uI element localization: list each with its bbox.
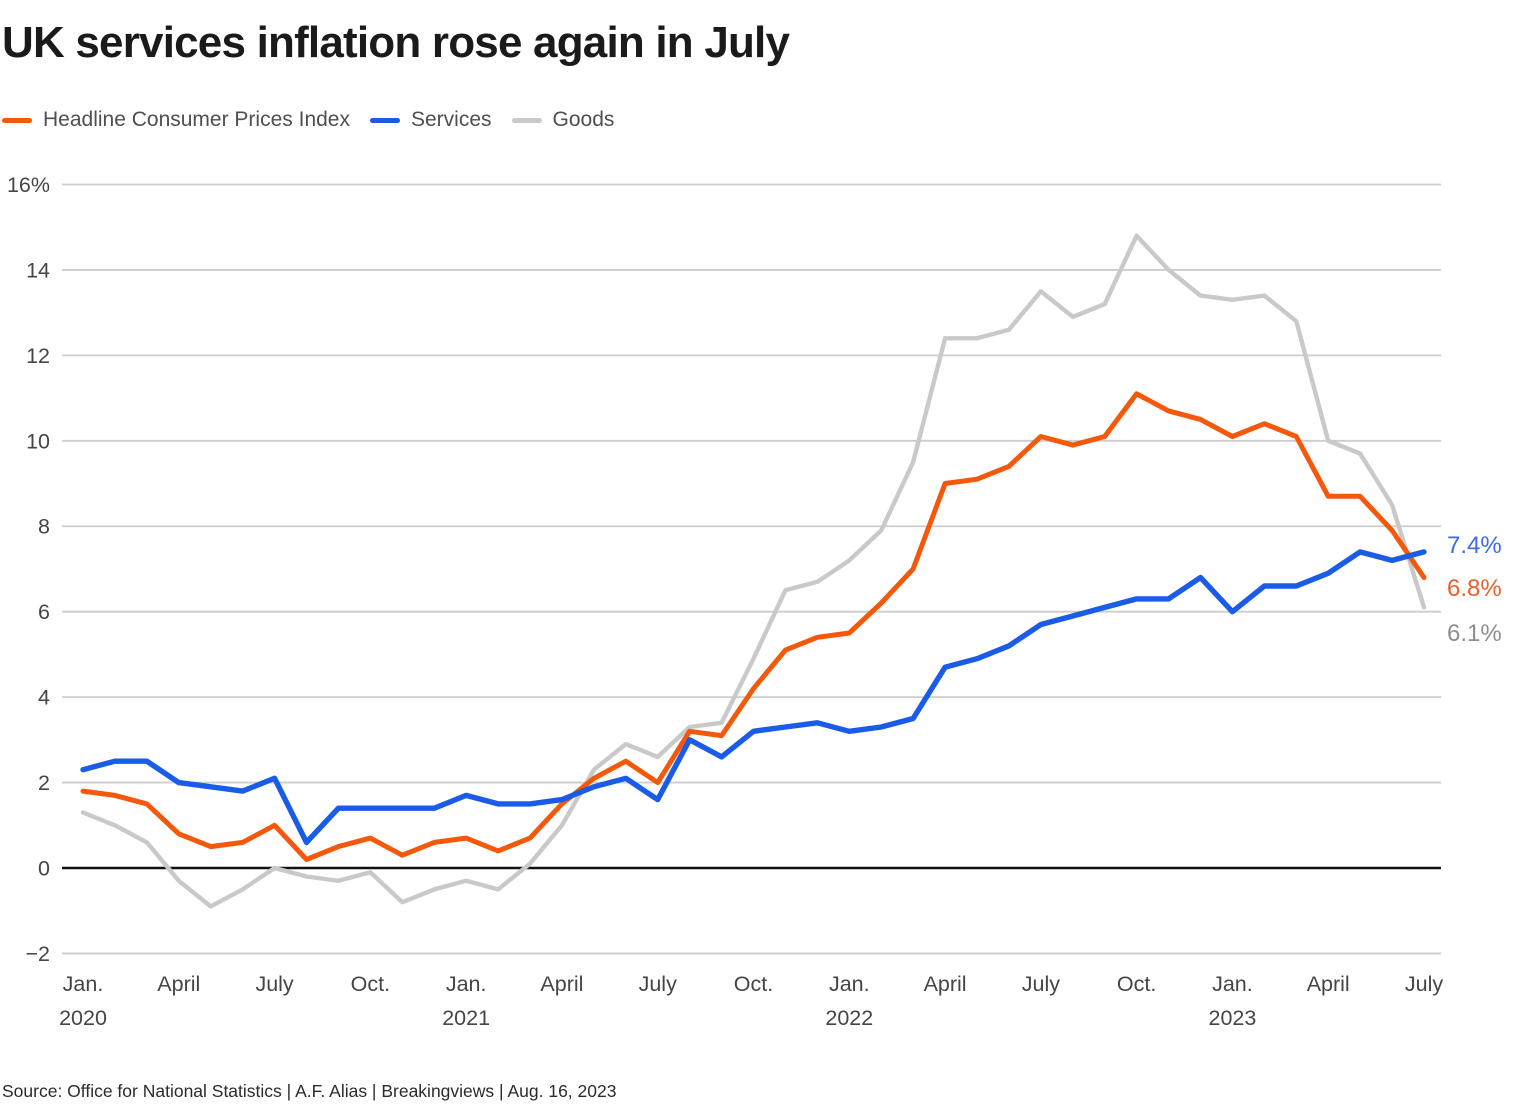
x-axis-tick-label: July [1405,972,1443,996]
end-value-label-goods: 6.1% [1447,620,1502,647]
x-axis-year-label: 2022 [825,1006,873,1030]
x-axis-tick-label: Jan. [446,972,487,996]
y-axis-tick-label: 0 [38,857,50,881]
y-axis-tick-label: 6 [38,600,50,624]
legend-item-1: Services [369,108,492,132]
legend-label: Goods [552,108,615,131]
x-axis-tick-label: Jan. [63,972,104,996]
y-axis-tick-label: 2 [38,771,50,795]
x-axis-tick-label: Jan. [829,972,870,996]
x-axis-year-label: 2020 [59,1006,107,1030]
x-axis-year-label: 2021 [442,1006,490,1030]
legend-item-2: Goods [511,108,615,132]
legend-label: Headline Consumer Prices Index [43,108,350,131]
chart-title: UK services inflation rose again in July [2,18,790,67]
x-axis-tick-label: Oct. [1117,972,1156,996]
y-axis-tick-label: 4 [38,686,50,710]
x-axis-tick-label: April [924,972,967,996]
y-axis-tick-label: −2 [25,942,50,966]
x-axis-tick-label: July [255,972,293,996]
legend-swatch-icon [369,117,400,123]
legend-label: Services [410,108,492,131]
x-axis-tick-label: April [157,972,200,996]
x-axis-tick-label: July [639,972,677,996]
end-value-label-services: 7.4% [1447,532,1502,559]
y-axis-tick-label: 14 [26,258,50,282]
legend-item-0: Headline Consumer Prices Index [2,108,350,132]
x-axis-tick-label: April [540,972,583,996]
y-axis-tick-label: 16% [7,173,50,197]
end-value-label-headline-consumer-prices-index: 6.8% [1447,575,1502,602]
x-axis-year-label: 2023 [1209,1006,1257,1030]
chart-legend: Headline Consumer Prices Index Services Go… [2,106,634,134]
x-axis-tick-label: Oct. [351,972,390,996]
y-axis-tick-label: 10 [26,429,50,453]
legend-swatch-icon [2,117,32,123]
y-axis-tick-label: 8 [38,515,50,539]
y-axis-tick-label: 12 [26,344,50,368]
x-axis-tick-label: Jan. [1212,972,1253,996]
series-line-goods [80,233,1427,909]
x-axis-tick-label: April [1307,972,1350,996]
x-axis-tick-label: Oct. [734,972,773,996]
source-attribution: Source: Office for National Statistics |… [2,1081,617,1101]
series-line-services [80,549,1427,846]
x-axis-tick-label: July [1022,972,1060,996]
legend-swatch-icon [511,117,542,123]
series-line-headline-consumer-prices-index [80,391,1427,862]
